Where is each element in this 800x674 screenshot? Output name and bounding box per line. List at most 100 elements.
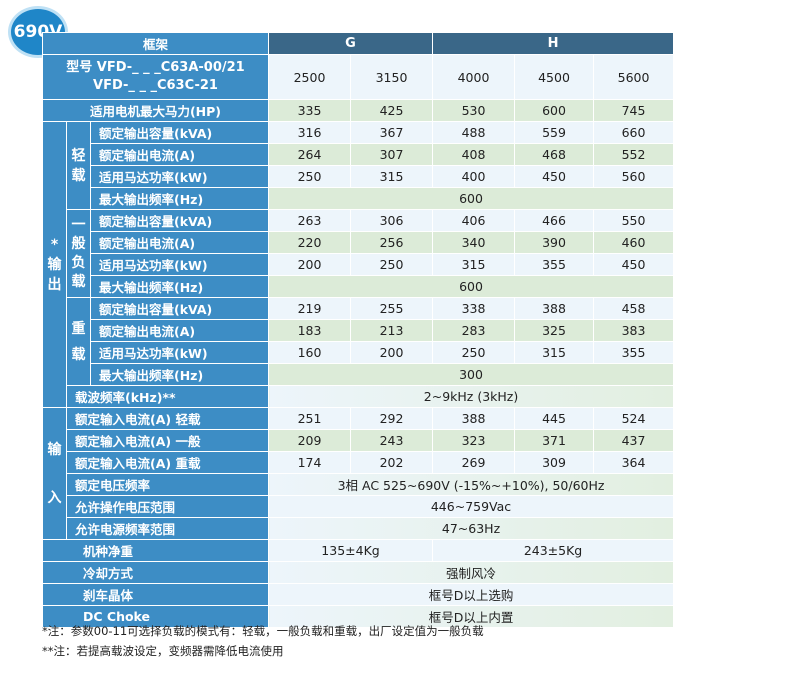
cell: 174 bbox=[268, 451, 351, 474]
output-row: 适用马达功率(kW) 200 250 315 355 450 bbox=[43, 253, 675, 276]
row-label: 额定输出容量(kVA) bbox=[90, 297, 269, 320]
light-load-label: 轻载 bbox=[66, 121, 91, 210]
cell: 200 bbox=[349, 341, 434, 364]
light-load-text: 轻载 bbox=[71, 147, 86, 184]
cell: 220 bbox=[268, 231, 351, 254]
cell: 250 bbox=[268, 165, 351, 188]
spec-table: 框架 G H 型号 VFD-_ _ _C63A-00/21 VFD-_ _ _C… bbox=[42, 32, 675, 628]
model-value: 3150 bbox=[349, 54, 434, 100]
frame-h: H bbox=[432, 32, 675, 55]
cell: 256 bbox=[349, 231, 434, 254]
cell: 315 bbox=[349, 165, 434, 188]
cell-span: 47~63Hz bbox=[267, 517, 675, 540]
cell: 367 bbox=[349, 121, 434, 144]
output-section-text: *输出 bbox=[47, 236, 62, 293]
cell-span: 3相 AC 525~690V (-15%~+10%), 50/60Hz bbox=[267, 473, 675, 496]
cell: 264 bbox=[268, 143, 351, 166]
cell: 660 bbox=[593, 121, 675, 144]
cell: 390 bbox=[514, 231, 595, 254]
weight-h: 243±5Kg bbox=[432, 539, 675, 562]
cell: 315 bbox=[432, 253, 516, 276]
cell-span: 600 bbox=[267, 187, 675, 210]
cell: 250 bbox=[349, 253, 434, 276]
cell: 202 bbox=[349, 451, 434, 474]
row-label: 额定输出容量(kVA) bbox=[90, 121, 269, 144]
frame-header-row: 框架 G H bbox=[42, 32, 675, 55]
cell: 323 bbox=[432, 429, 516, 452]
max-hp-row: 适用电机最大马力(HP) 335 425 530 600 745 bbox=[42, 99, 675, 122]
row-label: 额定输入电流(A) 轻载 bbox=[66, 407, 269, 430]
input-row: 允许操作电压范围 446~759Vac bbox=[43, 495, 675, 518]
cell: 355 bbox=[593, 341, 675, 364]
brake-row: 刹车晶体 框号D以上选购 bbox=[42, 583, 675, 606]
cell-span: 300 bbox=[267, 363, 675, 386]
output-row: *输出 轻载 额定输出容量(kVA) 316 367 488 559 660 bbox=[42, 121, 675, 408]
dc-choke-row: DC Choke 框号D以上内置 bbox=[42, 605, 675, 628]
frame-label: 框架 bbox=[42, 32, 269, 55]
cell: 559 bbox=[514, 121, 595, 144]
cell: 371 bbox=[514, 429, 595, 452]
cell: 219 bbox=[268, 297, 351, 320]
cell: 560 bbox=[593, 165, 675, 188]
cell: 450 bbox=[593, 253, 675, 276]
cell: 460 bbox=[593, 231, 675, 254]
normal-load-label: 一般负载 bbox=[66, 209, 91, 298]
brake-label: 刹车晶体 bbox=[42, 583, 269, 606]
cell: 283 bbox=[432, 319, 516, 342]
cooling-label: 冷却方式 bbox=[42, 561, 269, 584]
row-label: 适用马达功率(kW) bbox=[90, 165, 269, 188]
cell: 340 bbox=[432, 231, 516, 254]
heavy-load-label: 重载 bbox=[66, 297, 91, 386]
cell-span: 2~9kHz (3kHz) bbox=[267, 385, 675, 408]
output-row: 最大输出频率(Hz) 300 bbox=[43, 363, 675, 386]
input-section-text: 输入 bbox=[47, 441, 62, 506]
cell: 292 bbox=[349, 407, 434, 430]
cell: 160 bbox=[268, 341, 351, 364]
cell: 550 bbox=[593, 209, 675, 232]
input-row: 允许电源频率范围 47~63Hz bbox=[43, 517, 675, 540]
cell: 388 bbox=[514, 297, 595, 320]
input-row: 额定电压频率 3相 AC 525~690V (-15%~+10%), 50/60… bbox=[43, 473, 675, 496]
model-value: 4500 bbox=[514, 54, 595, 100]
model-line-2: VFD-_ _ _C63C-21 bbox=[93, 78, 218, 93]
output-row: 额定输出电流(A) 183 213 283 325 383 bbox=[43, 319, 675, 342]
cell: 600 bbox=[514, 99, 595, 122]
footnote: **注：若提高载波设定，变频器需降低电流使用 bbox=[42, 644, 284, 658]
dc-choke-label: DC Choke bbox=[42, 605, 269, 628]
frame-g: G bbox=[267, 32, 434, 55]
cell: 306 bbox=[349, 209, 434, 232]
cell: 263 bbox=[268, 209, 351, 232]
carrier-row: 载波频率(kHz)** 2~9kHz (3kHz) bbox=[43, 385, 675, 408]
cell: 200 bbox=[268, 253, 351, 276]
cell-span: 600 bbox=[267, 275, 675, 298]
output-section-label: *输出 bbox=[42, 121, 67, 408]
cell: 745 bbox=[593, 99, 675, 122]
row-label: 额定输出电流(A) bbox=[90, 319, 269, 342]
cell: 355 bbox=[514, 253, 595, 276]
cell: 213 bbox=[349, 319, 434, 342]
cell-span: 446~759Vac bbox=[267, 495, 675, 518]
row-label: 最大输出频率(Hz) bbox=[90, 275, 269, 298]
output-row: 适用马达功率(kW) 250 315 400 450 560 bbox=[43, 165, 675, 188]
cooling-row: 冷却方式 强制风冷 bbox=[42, 561, 675, 584]
cell: 209 bbox=[268, 429, 351, 452]
cell: 400 bbox=[432, 165, 516, 188]
max-hp-label: 适用电机最大马力(HP) bbox=[42, 99, 269, 122]
cell: 552 bbox=[593, 143, 675, 166]
cell: 255 bbox=[349, 297, 434, 320]
cell: 445 bbox=[514, 407, 595, 430]
cell: 468 bbox=[514, 143, 595, 166]
cell: 309 bbox=[514, 451, 595, 474]
cell: 243 bbox=[349, 429, 434, 452]
row-label: 载波频率(kHz)** bbox=[66, 385, 269, 408]
row-label: 额定输入电流(A) 重载 bbox=[66, 451, 269, 474]
heavy-load-text: 重载 bbox=[71, 320, 86, 363]
row-label: 适用马达功率(kW) bbox=[90, 253, 269, 276]
cell: 251 bbox=[268, 407, 351, 430]
brake-value: 框号D以上选购 bbox=[267, 583, 675, 606]
input-row: 输入 额定输入电流(A) 轻载 251 292 388 445 524 bbox=[42, 407, 675, 540]
cell: 183 bbox=[268, 319, 351, 342]
cooling-value: 强制风冷 bbox=[267, 561, 675, 584]
cell: 316 bbox=[268, 121, 351, 144]
input-row: 额定输入电流(A) 重载 174 202 269 309 364 bbox=[43, 451, 675, 474]
